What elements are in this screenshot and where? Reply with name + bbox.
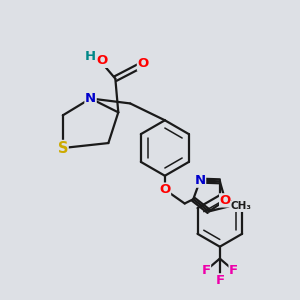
Text: O: O	[159, 183, 170, 196]
Text: F: F	[201, 264, 211, 277]
Text: S: S	[58, 140, 68, 155]
Text: O: O	[97, 54, 108, 67]
Text: F: F	[215, 274, 224, 287]
Text: O: O	[137, 57, 149, 70]
Text: O: O	[220, 194, 231, 207]
Text: F: F	[229, 264, 238, 277]
Text: N: N	[194, 174, 206, 187]
Text: H: H	[85, 50, 96, 63]
Text: N: N	[85, 92, 96, 105]
Text: CH₃: CH₃	[231, 202, 252, 212]
